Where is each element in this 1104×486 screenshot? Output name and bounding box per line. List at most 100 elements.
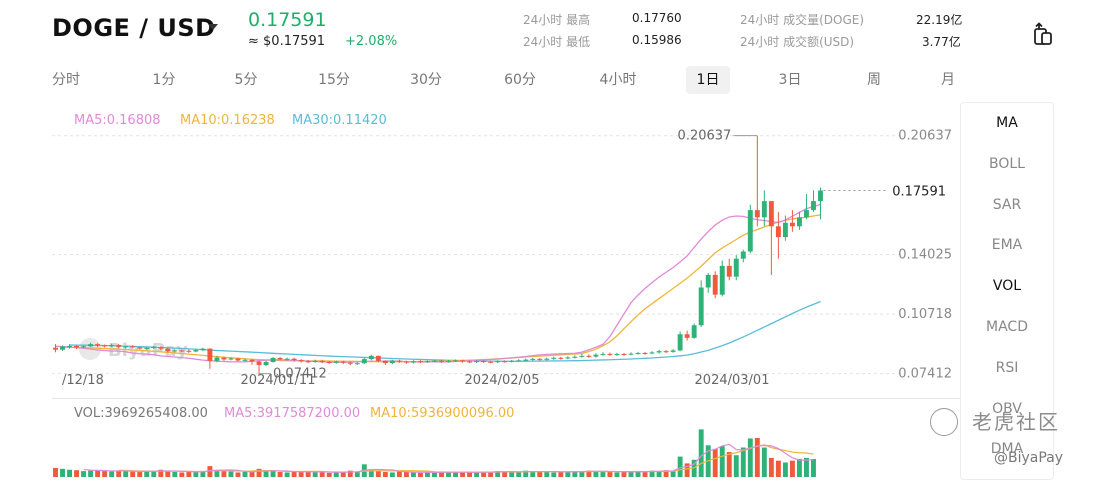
volume-bar [607, 472, 613, 477]
candle [60, 346, 65, 350]
volume-bar [747, 438, 753, 477]
volume-bar [305, 471, 311, 477]
volume-bar [593, 471, 599, 477]
stat-value-high: 0.17760 [632, 11, 682, 25]
candle [375, 355, 381, 361]
volume-bar [635, 471, 641, 477]
tab-6[interactable]: 60分 [504, 72, 536, 88]
volume-bar [663, 470, 669, 477]
vol-legend-item: MA5:3917587200.00 [224, 406, 360, 421]
volume-bar [326, 472, 332, 477]
tab-5[interactable]: 30分 [410, 72, 442, 88]
indicator-boll[interactable]: BOLL [989, 155, 1025, 172]
volume-bar [249, 471, 255, 477]
volume-bar [698, 429, 704, 477]
stat-label-low: 24小时 最低 [523, 35, 591, 49]
volume-bar [811, 458, 816, 477]
candle [537, 358, 543, 360]
tab-3[interactable]: 5分 [234, 72, 258, 88]
candle [712, 274, 718, 295]
candle [109, 345, 115, 347]
candle [516, 360, 522, 362]
candle [74, 345, 80, 348]
volume-chart[interactable]: VOL:3969265408.00 MA5:3917587200.00 MA10:5… [52, 398, 960, 477]
volume-bar [439, 471, 444, 477]
volume-bar [95, 470, 101, 477]
indicator-macd[interactable]: MACD [986, 319, 1028, 335]
volume-bar [235, 472, 241, 477]
candle [81, 346, 87, 348]
tab-8[interactable]: 1日 [686, 66, 730, 94]
candle [291, 358, 297, 360]
volume-bar [649, 470, 655, 477]
volume-bar [719, 446, 725, 477]
indicator-rsi[interactable]: RSI [995, 359, 1019, 376]
share-icon[interactable] [1030, 20, 1056, 48]
candle [432, 360, 437, 362]
candle [775, 226, 781, 238]
tab-10[interactable]: 周 [867, 72, 881, 88]
volume-bar [102, 471, 108, 477]
candle [509, 360, 515, 362]
candle [495, 361, 501, 363]
volume-bar [137, 472, 143, 477]
candle [677, 334, 683, 351]
usd-price: ≈ $0.17591 [248, 34, 326, 49]
candle [614, 354, 620, 356]
volume-bar [109, 471, 115, 477]
candle [768, 201, 774, 227]
volume-bar [754, 437, 760, 477]
volume-bar [481, 471, 487, 477]
indicator-ema[interactable]: EMA [991, 237, 1023, 254]
candle [502, 361, 508, 363]
candle [207, 348, 213, 361]
volume-bar [221, 471, 227, 477]
candle [249, 359, 255, 362]
volume-bar [123, 471, 129, 477]
volume-bar [565, 471, 571, 477]
volume-bar [803, 457, 809, 477]
volume-bar [446, 472, 451, 477]
tab-7[interactable]: 4小时 [599, 72, 637, 88]
candle [558, 357, 564, 359]
indicator-dma[interactable]: DMA [990, 441, 1024, 458]
candle [116, 345, 122, 347]
trading-pair-title[interactable]: DOGE / USD [52, 14, 216, 42]
volume-bar [116, 470, 122, 477]
chevron-down-icon[interactable] [208, 24, 218, 30]
candle [221, 357, 227, 360]
volume-bar [628, 472, 634, 477]
candle [811, 201, 816, 211]
candle [698, 287, 704, 326]
candlestick-chart[interactable]: 0.20637 0.14025 0.10718 0.07412/12/18 2024/0… [52, 102, 960, 392]
candle [572, 356, 578, 358]
tab-11[interactable]: 月 [941, 72, 955, 88]
indicator-ma[interactable]: MA [996, 115, 1018, 131]
indicator-sar[interactable]: SAR [992, 196, 1022, 213]
candle [53, 347, 58, 350]
candle [530, 358, 536, 360]
volume-bar [291, 471, 297, 477]
volume-bar [144, 471, 150, 477]
tab-1[interactable]: 分时 [52, 72, 80, 88]
tab-4[interactable]: 15分 [318, 72, 350, 88]
volume-bar [256, 468, 262, 477]
price-chart[interactable]: 0.20637 0.14025 0.10718 0.07412/12/18 2024/0… [52, 102, 960, 392]
candle [803, 210, 809, 218]
vol-ma5-line [83, 443, 814, 473]
candle [305, 361, 311, 363]
candle [425, 361, 430, 363]
tab-2[interactable]: 1分 [152, 72, 176, 88]
candle [417, 361, 423, 363]
indicator-vol[interactable]: VOL [992, 278, 1022, 295]
candle [474, 361, 480, 363]
candle [439, 360, 444, 362]
tab-9[interactable]: 3日 [778, 72, 802, 88]
volume-bar [53, 467, 58, 477]
vol-legend-item: MA10:5936900096.00 [370, 406, 514, 421]
handle-watermark: @BiyaPay [994, 450, 1064, 466]
indicator-obv[interactable]: OBV [992, 400, 1022, 417]
candle [565, 357, 571, 359]
volume-bar [558, 472, 564, 477]
volume-bar [670, 470, 676, 477]
